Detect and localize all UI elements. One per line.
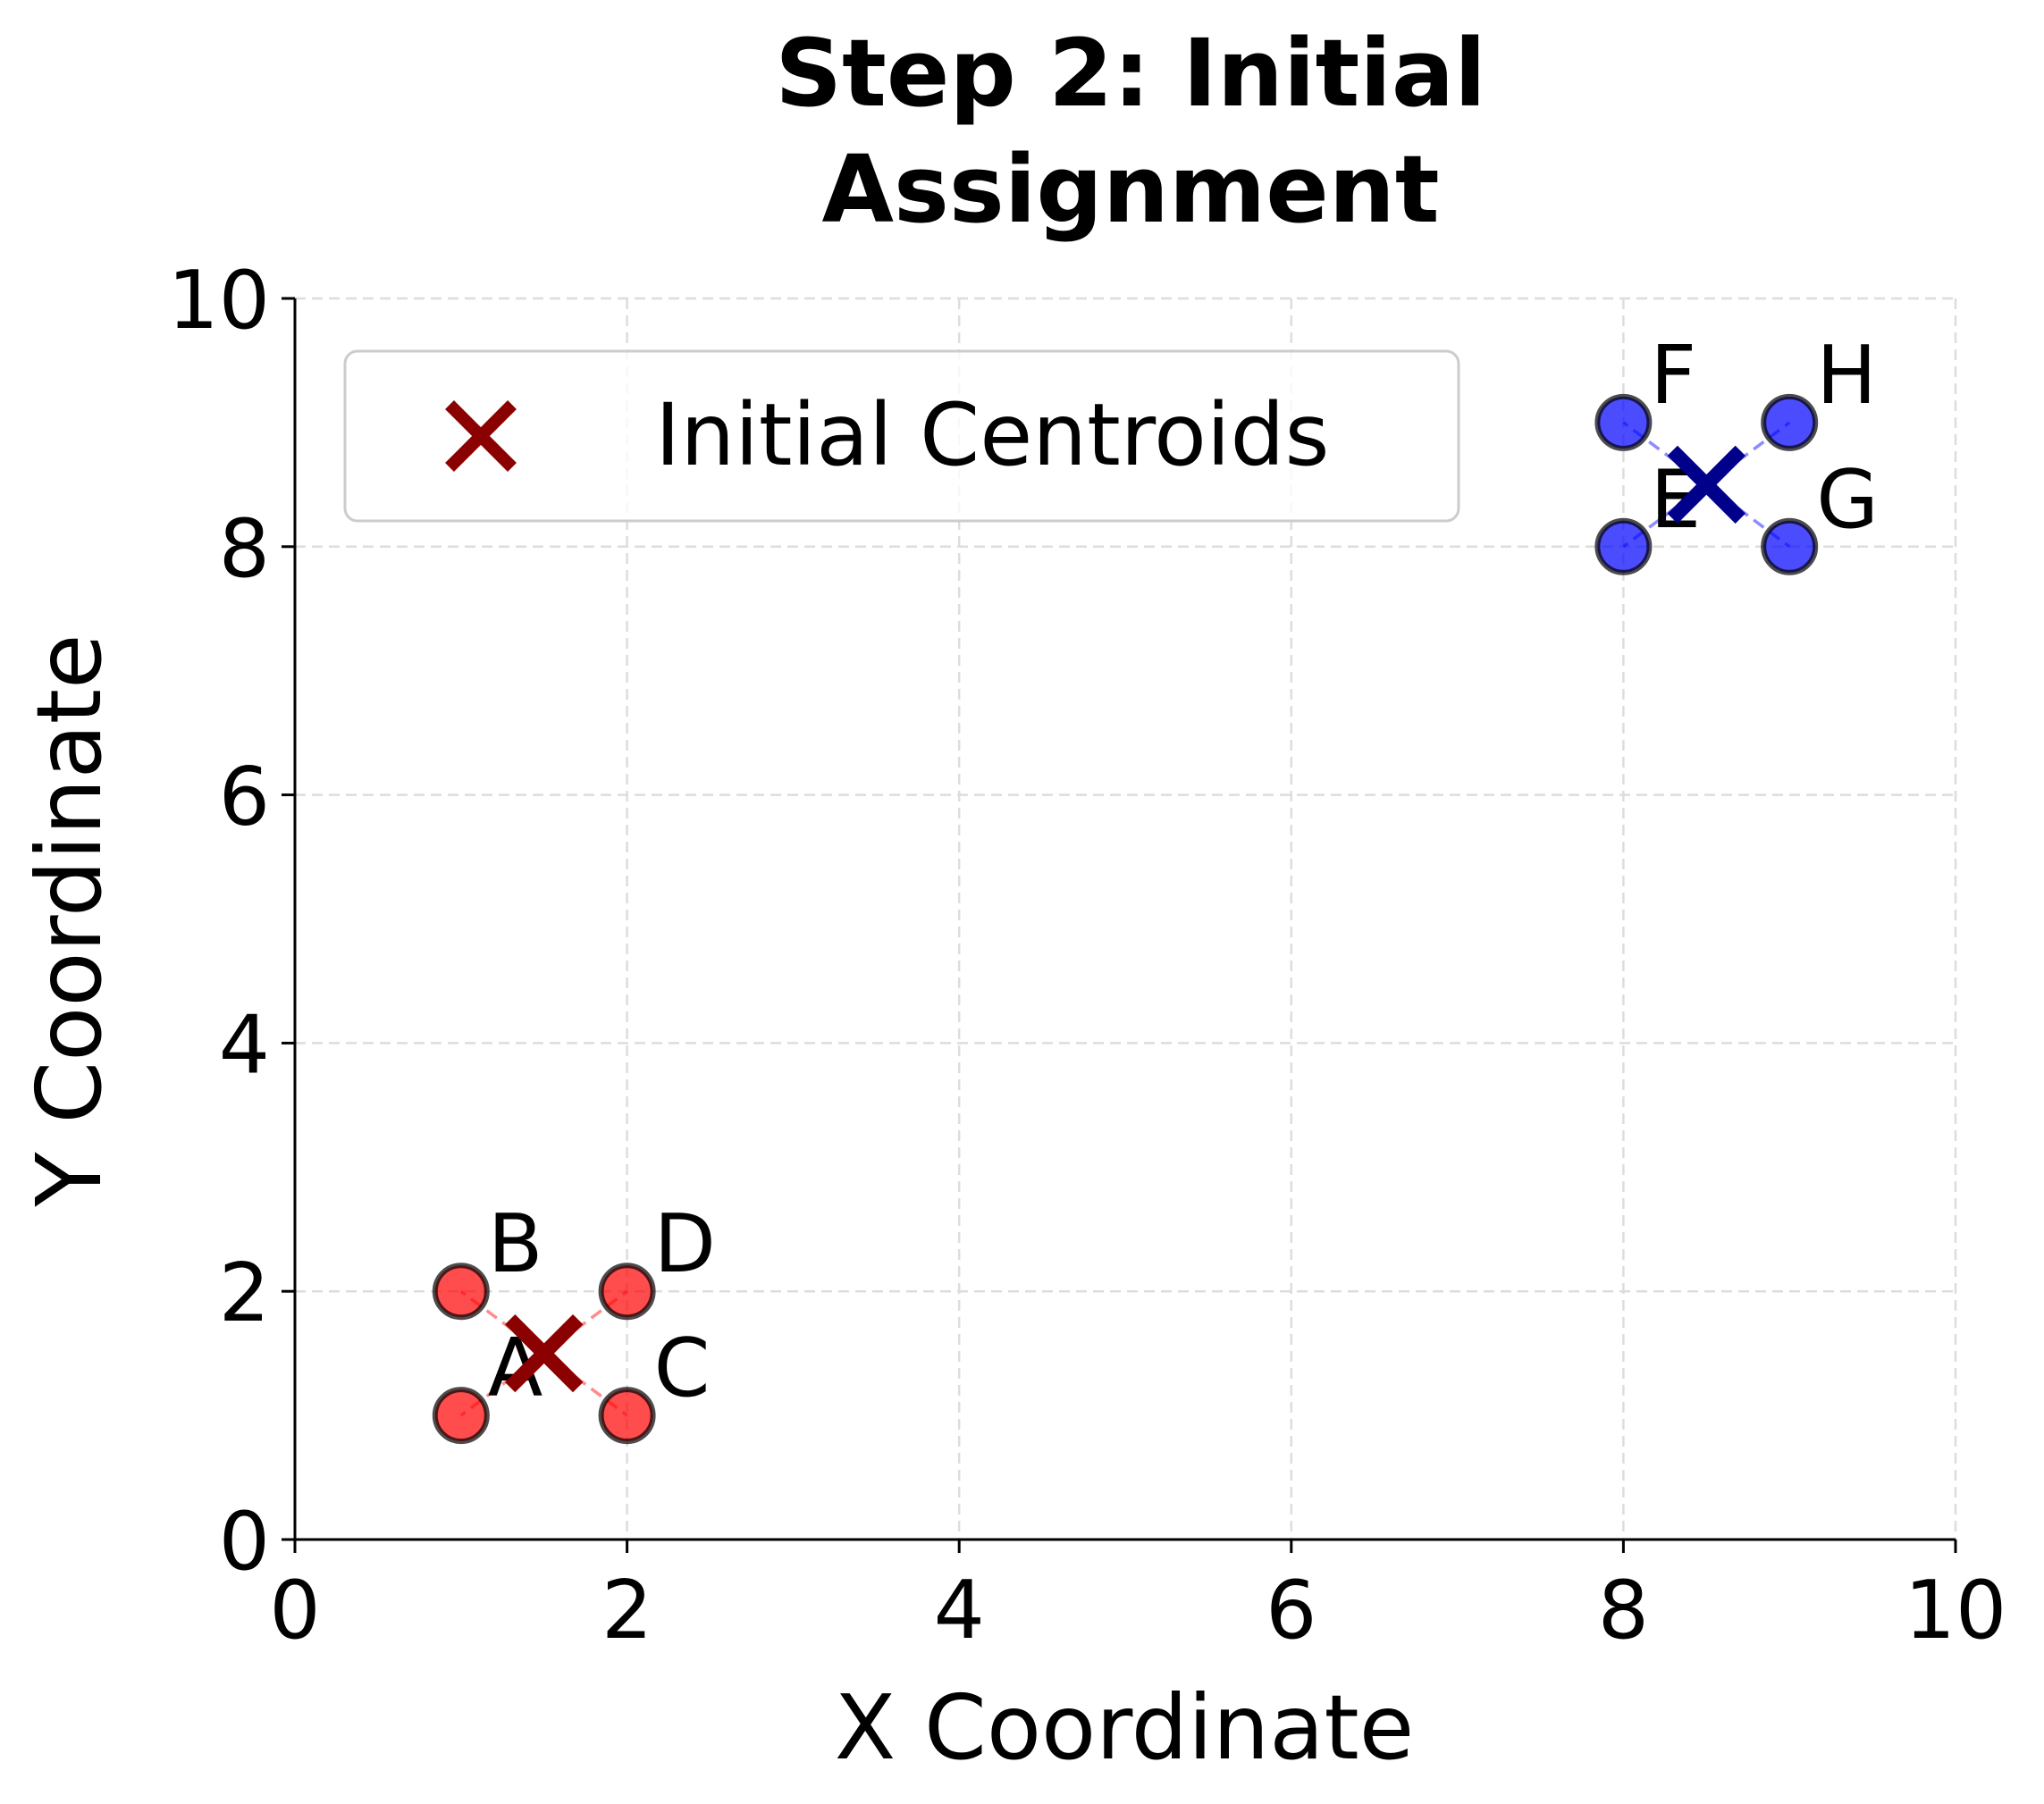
y-tick-label: 10 — [167, 254, 270, 348]
x-tick-label: 2 — [601, 1564, 652, 1657]
point-label-F: F — [1650, 329, 1696, 423]
y-tick-label: 4 — [219, 998, 270, 1092]
y-tick-label: 6 — [219, 751, 270, 844]
data-point-F — [1594, 393, 1653, 451]
axes: 0 2 4 6 8 10 0 2 4 6 8 10 — [167, 254, 2006, 1657]
chart-title-line-1: Step 2: Initial — [775, 19, 1486, 128]
y-tick-label: 2 — [219, 1246, 270, 1340]
x-axis-label: X Coordinate — [835, 1675, 1415, 1780]
data-point-A — [432, 1387, 490, 1445]
point-label-G: G — [1816, 453, 1879, 547]
data-point-H — [1761, 393, 1819, 451]
legend: Initial Centroids — [343, 349, 1460, 523]
centroid-stroke — [1667, 445, 1745, 524]
y-axis-label: Y Coordinate — [17, 633, 122, 1207]
data-point-B — [432, 1263, 490, 1321]
point-label-B: B — [488, 1197, 543, 1291]
x-tick-label: 10 — [1905, 1564, 2007, 1657]
point-label-D: D — [654, 1197, 716, 1291]
data-point-C — [598, 1387, 656, 1445]
point-label-C: C — [654, 1322, 711, 1415]
data-point-D — [598, 1263, 656, 1321]
centroid-x-marker-icon — [1667, 445, 1745, 524]
data-point-E — [1594, 517, 1653, 575]
legend-label: Initial Centroids — [655, 385, 1329, 485]
centroid-stroke — [505, 1313, 584, 1393]
x-tick-label: 0 — [269, 1564, 320, 1657]
y-tick-label: 0 — [219, 1495, 270, 1589]
centroid-x-marker-icon — [505, 1313, 584, 1393]
y-tick-label: 8 — [219, 502, 270, 596]
x-tick-label: 4 — [934, 1564, 985, 1657]
point-label-H: H — [1816, 329, 1877, 423]
chart-title-line-2: Assignment — [821, 135, 1439, 244]
legend-box — [343, 349, 1460, 523]
data-point-G — [1761, 517, 1819, 575]
x-tick-label: 6 — [1266, 1564, 1316, 1657]
x-tick-label: 8 — [1598, 1564, 1649, 1657]
legend-x-marker-icon — [445, 400, 517, 472]
